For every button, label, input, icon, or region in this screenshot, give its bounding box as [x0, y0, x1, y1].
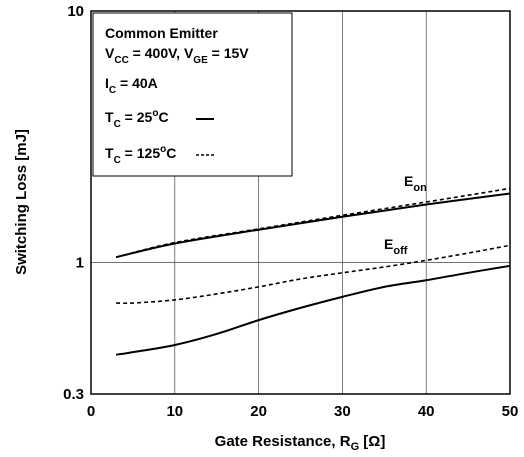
legend-condition-voltage: VCC = 400V, VGE = 15V	[105, 45, 249, 66]
x-axis-label-main: Gate Resistance, R	[215, 433, 351, 450]
legend-entry-25c: TC = 25oC	[105, 108, 169, 130]
legend-box	[92, 12, 293, 177]
vcc-subscript: CC	[114, 55, 128, 66]
x-tick-30: 30	[334, 403, 351, 420]
x-tick-0: 0	[87, 403, 95, 420]
tc125-subscript: C	[114, 155, 121, 166]
y-tick-0.3: 0.3	[63, 386, 84, 403]
vge-symbol: V	[184, 45, 194, 61]
ic-subscript: C	[109, 85, 116, 96]
tc25-value: = 25	[121, 109, 153, 125]
eoff-annotation-sub: off	[393, 245, 407, 257]
vge-value: = 15V	[208, 45, 250, 61]
x-tick-50: 50	[502, 403, 519, 420]
tc25-subscript: C	[114, 119, 121, 130]
tc25-unit: C	[158, 109, 168, 125]
tc125-symbol: T	[105, 145, 114, 161]
tc25-symbol: T	[105, 109, 114, 125]
eon-annotation: Eon	[404, 173, 427, 194]
legend: Common Emitter VCC = 400V, VGE = 15V IC …	[92, 12, 293, 177]
tc125-value: = 125	[121, 145, 161, 161]
vge-subscript: GE	[193, 55, 208, 66]
y-axis-label: Switching Loss [mJ]	[13, 129, 30, 275]
tc25-degree: o	[152, 108, 158, 119]
x-tick-10: 10	[166, 403, 183, 420]
series-eoff-25c	[115, 264, 511, 356]
legend-condition-current: IC = 40A	[105, 75, 158, 96]
eon-annotation-sub: on	[413, 182, 427, 194]
y-tick-1: 1	[76, 254, 84, 271]
eoff-annotation: Eoff	[384, 236, 408, 257]
x-axis-label-sub: G	[351, 441, 360, 453]
vcc-symbol: V	[105, 45, 115, 61]
x-tick-40: 40	[418, 403, 435, 420]
series-eoff-125c	[116, 244, 511, 305]
series-eon-25c	[115, 192, 511, 259]
data-series	[115, 187, 511, 356]
x-tick-labels: 0 10 20 30 40 50	[87, 403, 519, 420]
tc125-degree: o	[160, 144, 166, 155]
x-axis-label: Gate Resistance, RG [Ω]	[215, 433, 386, 453]
x-axis-label-unit: [Ω]	[359, 433, 385, 450]
series-eon-125c	[115, 187, 511, 258]
eoff-annotation-main: E	[384, 236, 393, 252]
ic-value: = 40A	[116, 75, 158, 91]
y-tick-labels: 0.3 1 10	[63, 3, 84, 403]
tc125-unit: C	[166, 145, 176, 161]
x-tick-20: 20	[250, 403, 267, 420]
plot-frame	[90, 10, 511, 395]
legend-title: Common Emitter	[105, 25, 218, 41]
y-tick-10: 10	[67, 3, 84, 20]
vcc-value: = 400V,	[129, 45, 184, 61]
legend-entry-125c: TC = 125oC	[105, 144, 176, 166]
ic-symbol: I	[105, 75, 109, 91]
eon-annotation-main: E	[404, 173, 413, 189]
